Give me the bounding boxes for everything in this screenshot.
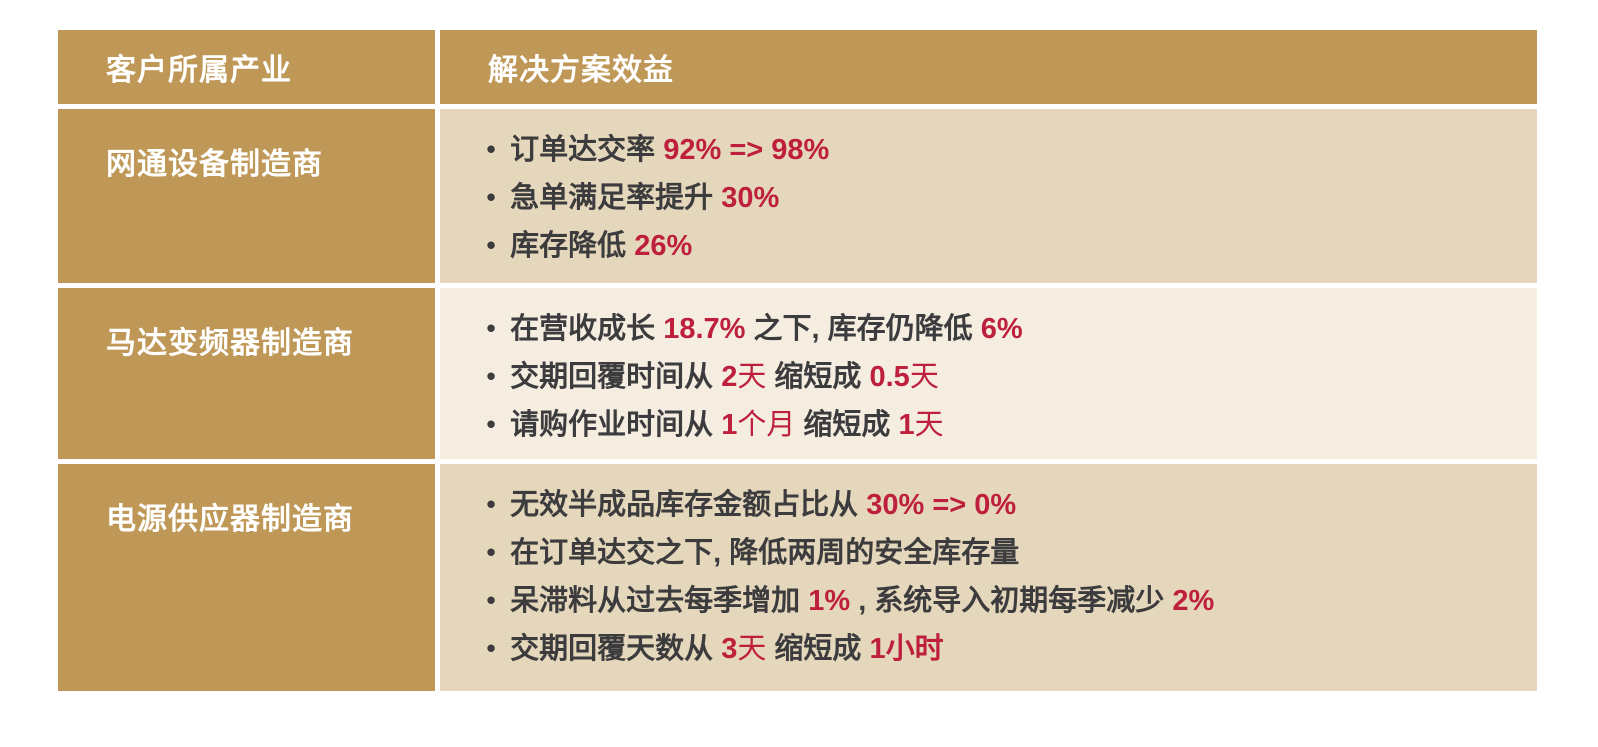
benefit-item: • 在营收成长 18.7% 之下, 库存仍降低 6%	[486, 305, 1513, 353]
column-header-industry: 客户所属产业	[58, 30, 435, 104]
industry-cell: 网通设备制造商	[58, 109, 435, 283]
benefit-text: 3	[721, 633, 738, 665]
industry-cell: 马达变频器制造商	[58, 288, 435, 459]
benefit-item: • 急单满足率提升 30%	[486, 174, 1513, 222]
benefit-text: 缩短成	[766, 361, 870, 393]
benefit-text: 0.5	[869, 361, 910, 393]
benefit-text: 请购作业时间从	[510, 409, 722, 441]
benefit-item: • 无效半成品库存金额占比从 30% => 0%	[486, 481, 1513, 529]
bullet-icon: •	[486, 586, 496, 616]
benefit-text: 30%	[721, 182, 780, 214]
benefit-text: 缩短成	[795, 409, 899, 441]
benefit-item: • 订单达交率 92% => 98%	[486, 126, 1513, 174]
benefit-text: 天	[909, 361, 939, 393]
benefit-item: • 请购作业时间从 1个月 缩短成 1天	[486, 401, 1513, 449]
benefit-text: 18.7%	[663, 313, 746, 345]
benefit-text: 在订单达交之下, 降低两周的安全库存量	[510, 537, 1020, 569]
benefit-item: • 在订单达交之下, 降低两周的安全库存量	[486, 529, 1513, 577]
benefit-text: 26%	[634, 230, 693, 262]
benefit-text: 1%	[808, 585, 851, 617]
benefit-text: 2%	[1172, 585, 1215, 617]
industry-cell: 电源供应器制造商	[58, 464, 435, 691]
benefit-text: 1	[721, 409, 738, 441]
benefit-text: 呆滞料从过去每季增加	[510, 585, 809, 617]
customer-benefits-table: 客户所属产业 解决方案效益 网通设备制造商 • 订单达交率 92% => 98% • 急…	[58, 30, 1537, 691]
column-header-benefits: 解决方案效益	[440, 30, 1537, 104]
benefit-text: 2	[721, 361, 738, 393]
benefit-text: 个月	[737, 409, 796, 441]
benefits-cell: • 无效半成品库存金额占比从 30% => 0% • 在订单达交之下, 降低两周的安全…	[440, 464, 1537, 691]
benefit-text: , 系统导入初期每季减少	[850, 585, 1173, 617]
benefit-text: 库存降低	[510, 230, 635, 262]
benefit-text: 在营收成长	[510, 313, 664, 345]
bullet-icon: •	[486, 410, 496, 440]
benefit-text: 交期回覆时间从	[510, 361, 722, 393]
bullet-icon: •	[486, 634, 496, 664]
bullet-icon: •	[486, 231, 496, 261]
benefit-text: 6%	[980, 313, 1023, 345]
benefit-text: 92% => 98%	[663, 134, 830, 166]
benefit-text: 1	[898, 409, 915, 441]
benefit-text: 天	[914, 409, 944, 441]
bullet-icon: •	[486, 183, 496, 213]
benefits-cell: • 订单达交率 92% => 98% • 急单满足率提升 30% • 库存降低 26%	[440, 109, 1537, 283]
benefit-text: 无效半成品库存金额占比从	[510, 489, 867, 521]
bullet-icon: •	[486, 490, 496, 520]
benefit-text: 1小时	[869, 633, 944, 665]
benefit-item: • 呆滞料从过去每季增加 1% , 系统导入初期每季减少 2%	[486, 577, 1513, 625]
benefit-item: • 库存降低 26%	[486, 222, 1513, 270]
benefit-text: 天	[737, 361, 767, 393]
benefits-cell: • 在营收成长 18.7% 之下, 库存仍降低 6% • 交期回覆时间从 2天 缩短成…	[440, 288, 1537, 459]
bullet-icon: •	[486, 135, 496, 165]
benefit-text: 缩短成	[766, 633, 870, 665]
benefit-item: • 交期回覆天数从 3天 缩短成 1小时	[486, 625, 1513, 673]
benefit-text: 30% => 0%	[866, 489, 1017, 521]
benefit-text: 急单满足率提升	[510, 182, 722, 214]
bullet-icon: •	[486, 362, 496, 392]
benefit-item: • 交期回覆时间从 2天 缩短成 0.5天	[486, 353, 1513, 401]
benefit-text: 天	[737, 633, 767, 665]
benefit-text: 交期回覆天数从	[510, 633, 722, 665]
benefit-text: 订单达交率	[510, 134, 664, 166]
bullet-icon: •	[486, 314, 496, 344]
bullet-icon: •	[486, 538, 496, 568]
benefit-text: 之下, 库存仍降低	[745, 313, 981, 345]
